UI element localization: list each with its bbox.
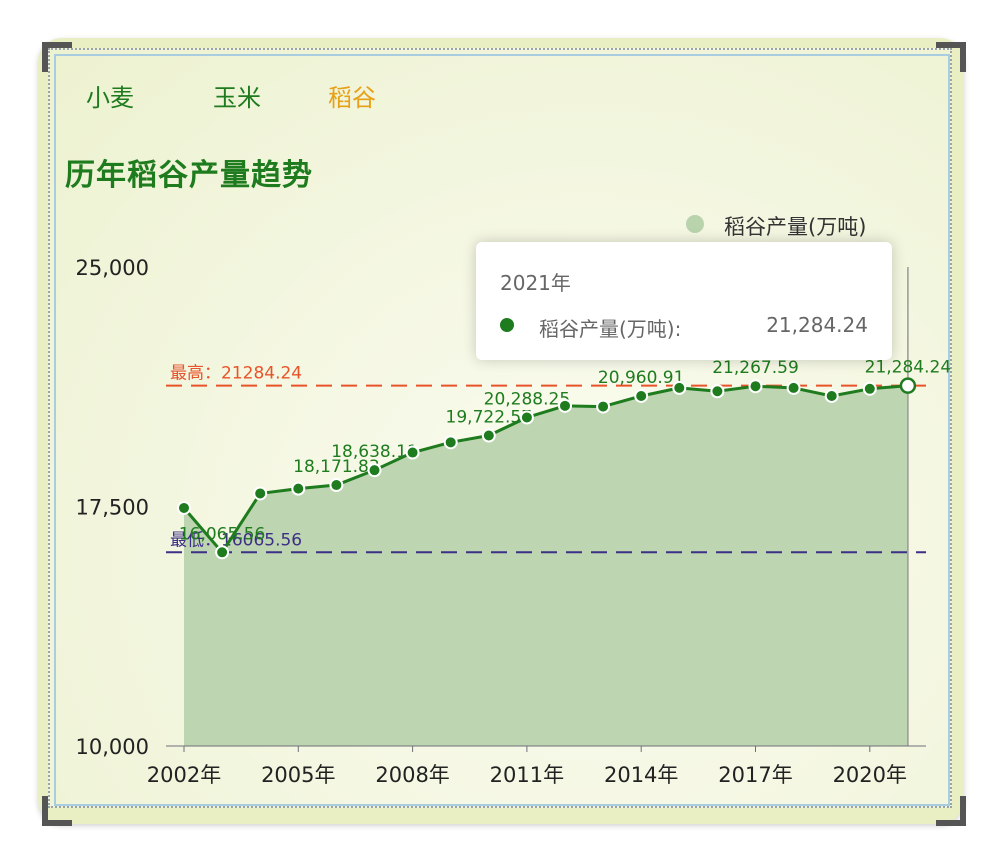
data-point (291, 481, 306, 496)
x-tick-label: 2014年 (604, 763, 678, 787)
x-tick-label: 2020年 (833, 763, 907, 787)
x-tick-label: 2011年 (490, 763, 564, 787)
max-mark-label: 最高：21284.24 (170, 364, 302, 384)
data-point (824, 388, 839, 403)
tab-wheat[interactable]: 小麦 (86, 84, 134, 112)
tab-rice[interactable]: 稻谷 (328, 84, 376, 112)
data-point (672, 380, 687, 395)
data-label: 20,960.91 (598, 368, 685, 388)
legend-label: 稻谷产量(万吨) (724, 215, 867, 239)
data-point (558, 398, 572, 413)
x-tick-label: 2008年 (375, 763, 449, 787)
data-point (367, 463, 382, 478)
legend-marker (686, 215, 704, 233)
corner-decoration-bottom-right (936, 796, 966, 826)
x-tick-label: 2002年 (147, 763, 221, 787)
data-point (519, 410, 534, 425)
y-tick-label: 17,500 (76, 496, 149, 520)
data-label: 18,171.83 (293, 457, 380, 477)
tooltip-series-marker (500, 318, 514, 332)
tooltip-title: 2021年 (500, 271, 571, 295)
corner-decoration-bottom-left (42, 796, 72, 826)
area-fill (184, 385, 908, 746)
tooltip: 2021年 稻谷产量(万吨): 21,284.24 (476, 242, 892, 360)
data-label: 16,065.56 (179, 524, 266, 544)
data-point (899, 377, 917, 394)
data-label: 21,267.59 (712, 358, 799, 378)
data-point (634, 388, 649, 403)
data-point (329, 478, 344, 493)
data-label: 19,722.57 (446, 408, 533, 428)
y-tick-label: 25,000 (76, 256, 149, 280)
tab-corn[interactable]: 玉米 (213, 84, 261, 112)
data-point (786, 380, 801, 395)
data-point (596, 399, 611, 414)
x-tick-label: 2017年 (718, 763, 792, 787)
data-point (177, 500, 191, 515)
data-label: 21,284.24 (865, 358, 952, 378)
data-point (215, 545, 230, 560)
data-label: 18,638.11 (331, 442, 418, 462)
tooltip-value: 21,284.24 (766, 313, 868, 337)
data-point (481, 428, 496, 443)
data-point (405, 445, 420, 460)
min-mark-label: 最低：16065.56 (170, 530, 302, 550)
chart-title: 历年稻谷产量趋势 (65, 158, 313, 193)
data-point (443, 435, 458, 450)
data-point (710, 384, 725, 399)
corner-decoration-top-left (42, 42, 72, 72)
corner-decoration-top-right (936, 42, 966, 72)
y-tick-label: 10,000 (76, 735, 149, 759)
tooltip-series-name: 稻谷产量(万吨): (539, 317, 682, 341)
data-label: 20,288.25 (484, 389, 571, 409)
chart-inner-border (54, 54, 950, 806)
x-tick-label: 2005年 (261, 763, 335, 787)
data-point (253, 486, 268, 501)
data-point (862, 381, 877, 396)
data-point (748, 379, 763, 394)
